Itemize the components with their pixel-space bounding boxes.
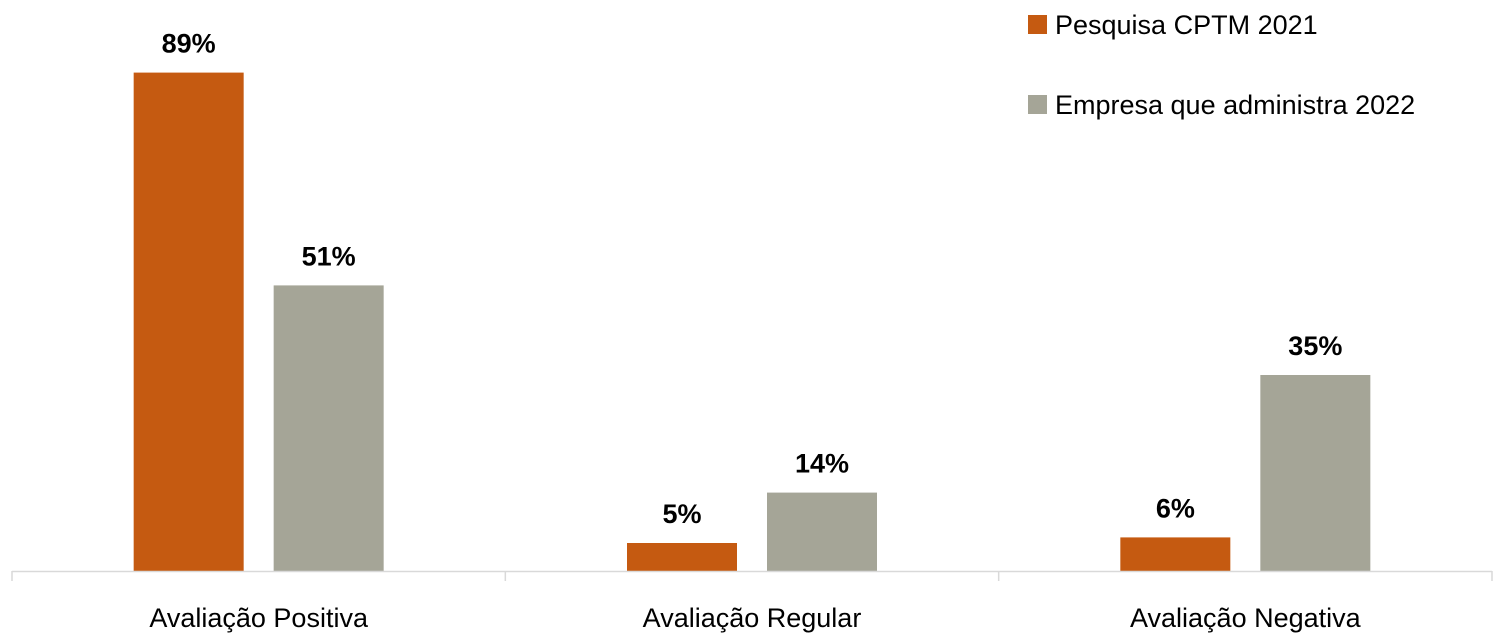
bar-cptm-2021-2: [1120, 537, 1231, 571]
data-label: 51%: [302, 241, 356, 271]
bar-cptm-2021-0: [133, 72, 244, 571]
bar-cptm-2021-1: [627, 543, 737, 571]
category-labels: Avaliação Positiva Avaliação Regular Avali…: [149, 603, 1361, 633]
legend-label: Pesquisa CPTM 2021: [1055, 10, 1318, 40]
bar-empresa-2022-1: [767, 492, 877, 571]
bar-empresa-2022-2: [1260, 375, 1371, 571]
legend: Pesquisa CPTM 2021 Empresa que administra…: [1028, 10, 1415, 120]
x-axis: [11, 570, 1493, 581]
category-label: Avaliação Positiva: [149, 603, 369, 633]
data-label: 5%: [662, 499, 701, 529]
legend-swatch: [1028, 95, 1047, 114]
category-label: Avaliação Negativa: [1130, 603, 1362, 633]
bar-empresa-2022-0: [273, 285, 384, 571]
data-label: 35%: [1288, 331, 1342, 361]
data-label: 6%: [1156, 493, 1195, 523]
data-label: 14%: [795, 449, 849, 479]
category-label: Avaliação Regular: [643, 603, 862, 633]
data-label: 89%: [162, 29, 216, 59]
bars: 89% 51% 5% 14% 6% 35%: [133, 29, 1371, 571]
legend-label: Empresa que administra 2022: [1055, 90, 1415, 120]
legend-swatch: [1028, 15, 1047, 34]
